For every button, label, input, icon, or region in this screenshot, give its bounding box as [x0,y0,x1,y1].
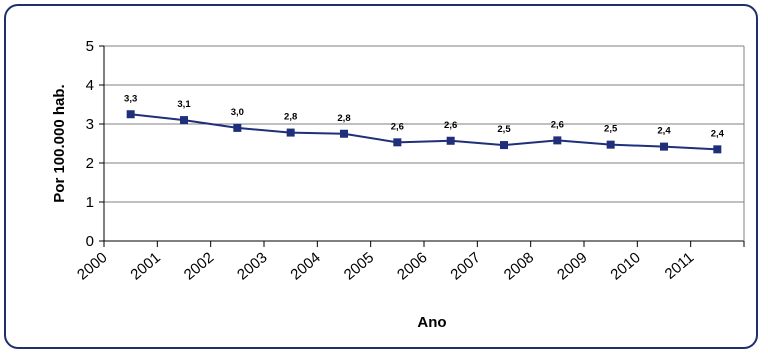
data-point-marker [660,142,668,151]
x-tick-label: 2008 [501,249,537,283]
x-axis-title: Ano [417,314,446,331]
data-point-marker [713,145,722,154]
data-point-marker [500,141,508,150]
x-tick-label: 2000 [74,249,110,283]
data-point-marker [286,128,295,137]
x-tick-label: 2004 [287,249,323,283]
data-label: 2,8 [284,112,297,123]
chart-frame [4,4,758,349]
y-tick-label: 4 [86,77,94,94]
axes [99,45,745,247]
x-tick-label: 2002 [181,249,217,283]
x-tick-label: 2001 [127,249,163,283]
x-tick-label: 2009 [554,249,590,283]
y-tick-label: 0 [86,233,94,250]
series-group [126,110,722,154]
data-label: 2,6 [551,119,564,130]
x-tick-label: 2003 [234,249,270,283]
data-point-marker [446,136,455,145]
data-point-marker [553,136,562,145]
data-label: 2,5 [604,124,618,135]
data-label: 3,0 [231,107,244,118]
data-label: 3,1 [177,99,191,110]
x-tick-label: 2007 [447,249,483,283]
y-tick-labels: 0 1 2 3 4 5 [86,38,94,250]
x-tick-label: 2011 [662,249,698,283]
series-line [130,113,718,151]
x-tick-label: 2006 [394,249,430,283]
y-tick-label: 3 [86,116,94,133]
x-tick-label: 2005 [341,249,377,283]
y-tick-label: 5 [86,38,94,55]
data-label: 2,4 [711,128,725,139]
grid-lines [104,45,744,203]
data-label: 2,8 [337,113,350,124]
data-point-marker [393,138,402,147]
data-label: 3,3 [124,93,137,104]
data-labels: 3,3 3,1 3,0 2,8 2,8 2,6 2,6 2,5 2,6 2,5 2,4 2,4 [124,93,725,139]
data-label: 2,6 [444,120,457,131]
data-point-marker [126,110,135,119]
data-label: 2,5 [497,124,511,135]
data-label: 2,6 [391,121,404,132]
data-point-marker [606,140,615,149]
data-point-marker [180,116,188,125]
x-tick-labels: 2000 2001 2002 2003 2004 2005 2006 2007 2008 2009… [74,249,697,283]
y-axis-title: Por 100.000 hab. [51,84,68,202]
data-point-marker [233,123,242,132]
x-tick-label: 2010 [607,249,643,283]
data-point-marker [340,129,348,138]
y-tick-label: 2 [86,155,94,172]
y-tick-label: 1 [86,194,94,211]
data-label: 2,4 [657,126,671,137]
